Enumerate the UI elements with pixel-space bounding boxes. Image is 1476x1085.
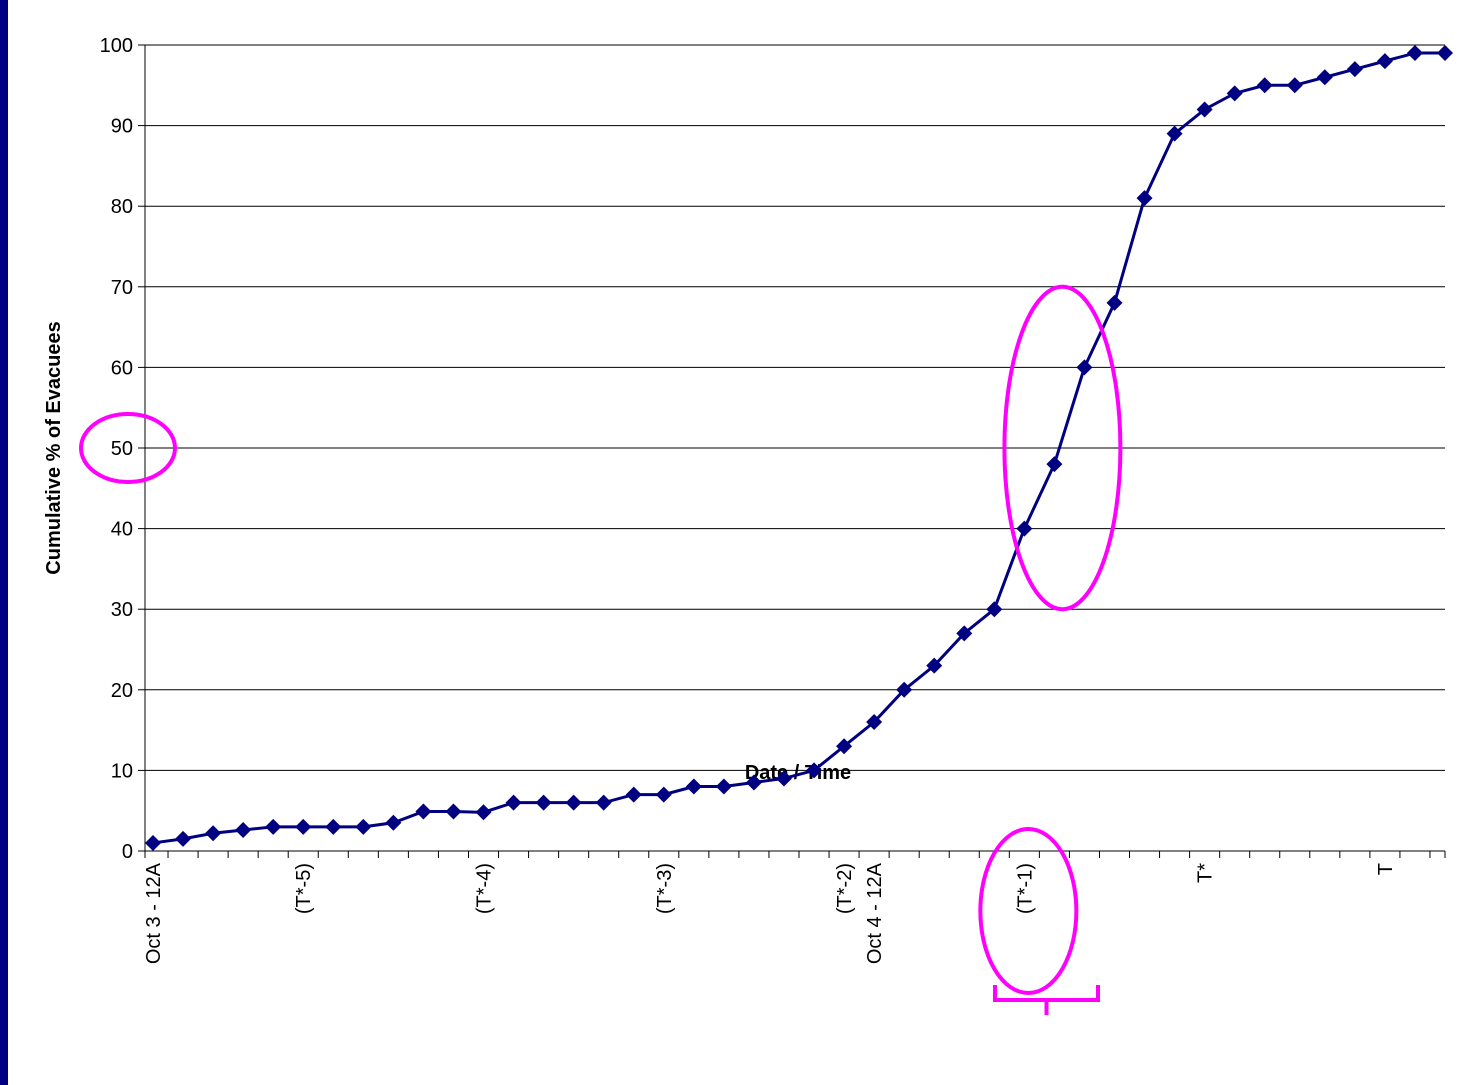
data-point-marker (1406, 45, 1423, 62)
data-point-marker (595, 794, 612, 811)
x-tick-label: (T*-5) (293, 863, 315, 914)
data-point-marker (175, 830, 192, 847)
y-tick-label: 40 (111, 519, 133, 541)
y-tick-label: 100 (100, 35, 133, 57)
data-point-marker (1316, 69, 1333, 86)
data-point-marker (1106, 294, 1123, 311)
y-tick-label: 60 (111, 357, 133, 379)
data-point-marker (475, 804, 492, 821)
data-point-marker (535, 794, 552, 811)
data-point-marker (775, 770, 792, 787)
data-point-marker (1346, 61, 1363, 78)
data-point-marker (415, 803, 432, 820)
data-point-marker (1046, 456, 1063, 473)
data-point-marker (836, 738, 853, 755)
y-value-highlight-ellipse (79, 412, 177, 484)
data-point-marker (325, 818, 342, 835)
data-point-marker (205, 825, 222, 842)
y-tick-label: 20 (111, 680, 133, 702)
data-point-marker (265, 818, 282, 835)
data-point-marker (1376, 53, 1393, 70)
curve-highlight-ellipse (1002, 284, 1123, 612)
data-point-marker (385, 814, 402, 831)
evacuation-chart: 0 10 20 30 40 50 60 70 80 90 100 Oct 3 - 12A (T*-5) (… (43, 35, 1453, 1015)
data-point-marker (685, 778, 702, 795)
data-point-marker (235, 822, 252, 839)
x-interval-bracket (993, 985, 1100, 1015)
x-axis-title: Date / Time (745, 762, 851, 784)
data-point-marker (1166, 125, 1183, 142)
y-tick-label: 50 (111, 438, 133, 460)
y-axis-title: Cumulative % of Evacuees (43, 321, 65, 574)
x-tick-label: (T*-3) (654, 863, 676, 914)
x-tick-label: (T*-2) (834, 863, 856, 914)
x-tick-label: T* (1195, 863, 1217, 883)
y-tick-label: 80 (111, 196, 133, 218)
y-tick-label: 30 (111, 599, 133, 621)
data-point-marker (1256, 77, 1273, 94)
data-point-marker (355, 818, 372, 835)
data-point-marker (565, 794, 582, 811)
data-point-marker (1437, 45, 1453, 62)
slide-background: 0 10 20 30 40 50 60 70 80 90 100 Oct 3 - 12A (T*-5) (… (8, 0, 1476, 1085)
y-tick-label: 70 (111, 277, 133, 299)
data-point-marker (505, 794, 522, 811)
data-point-marker (1286, 77, 1303, 94)
x-tick-label: Oct 3 - 12A (143, 862, 165, 964)
data-point-marker (866, 714, 883, 731)
x-tick-label: Oct 4 - 12A (864, 862, 886, 964)
data-point-marker (295, 818, 312, 835)
data-point-marker (655, 786, 672, 803)
x-label-highlight-ellipse (978, 827, 1079, 995)
data-point-marker (625, 786, 642, 803)
data-point-marker (806, 762, 823, 779)
data-point-marker (1196, 101, 1213, 118)
y-tick-label: 0 (122, 841, 133, 863)
x-tick-label: (T*-4) (474, 863, 496, 914)
data-point-marker (1076, 359, 1093, 376)
data-point-marker (1016, 520, 1033, 537)
data-point-marker (1226, 85, 1243, 102)
data-point-marker (715, 778, 732, 795)
y-tick-label: 90 (111, 116, 133, 138)
data-point-marker (986, 601, 1003, 618)
x-tick-label: (T*-1) (1014, 863, 1036, 914)
data-point-marker (1136, 190, 1153, 207)
data-point-marker (926, 657, 943, 674)
data-point-marker (956, 625, 973, 642)
data-point-marker (445, 803, 462, 820)
y-tick-label: 10 (111, 760, 133, 782)
data-point-marker (745, 774, 762, 791)
data-point-marker (145, 834, 161, 851)
data-point-marker (896, 681, 913, 698)
x-tick-label: T (1375, 863, 1397, 875)
